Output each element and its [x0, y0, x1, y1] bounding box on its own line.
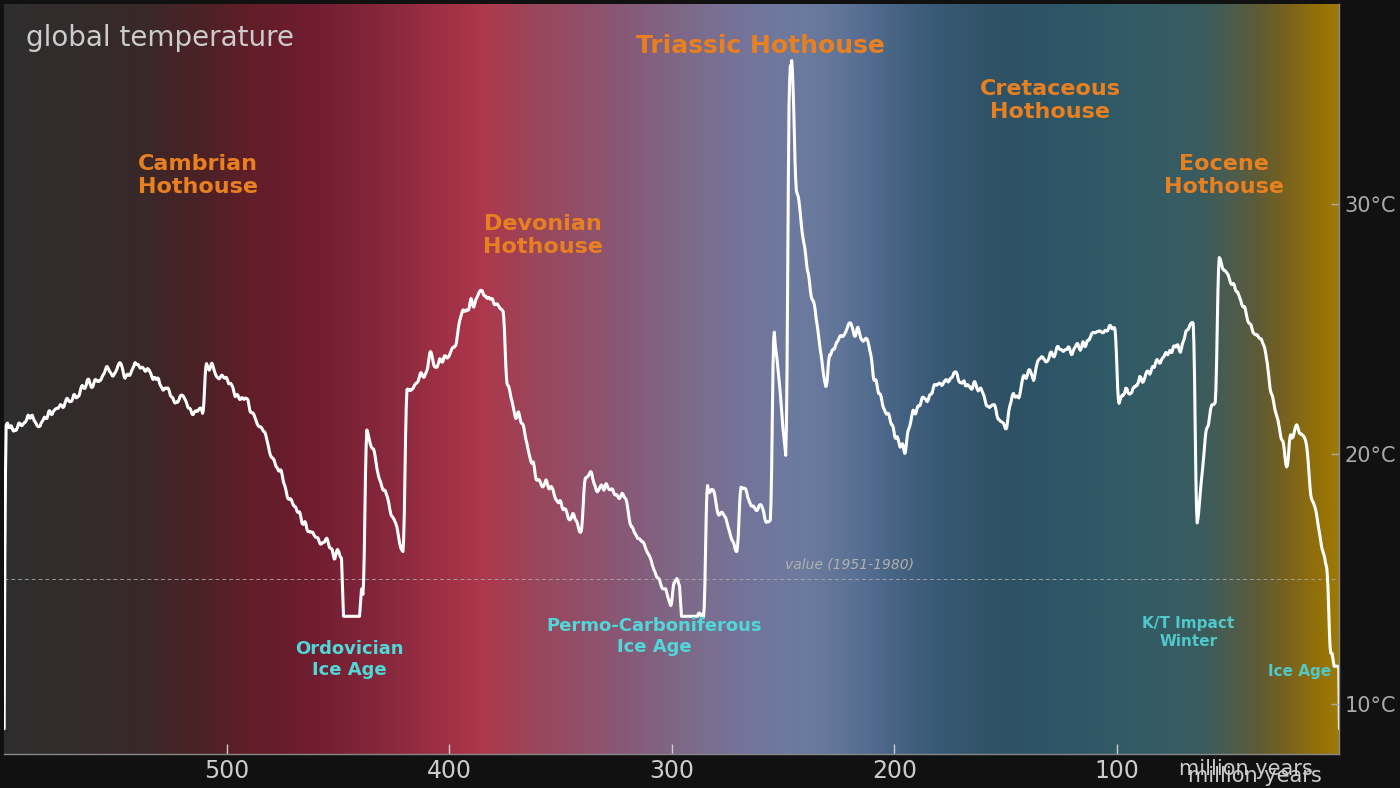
Text: Cretaceous
Hothouse: Cretaceous Hothouse: [980, 79, 1120, 122]
Text: Cambrian
Hothouse: Cambrian Hothouse: [137, 154, 258, 197]
Text: global temperature: global temperature: [27, 24, 294, 52]
Text: Triassic Hothouse: Triassic Hothouse: [637, 34, 885, 58]
Text: Eocene
Hothouse: Eocene Hothouse: [1163, 154, 1284, 197]
Text: million years: million years: [1179, 759, 1313, 779]
Text: K/T Impact
Winter: K/T Impact Winter: [1142, 616, 1235, 649]
Text: Permo-Carboniferous
Ice Age: Permo-Carboniferous Ice Age: [546, 618, 762, 656]
Text: Ordovician
Ice Age: Ordovician Ice Age: [295, 640, 403, 678]
Text: Ice Age: Ice Age: [1268, 663, 1331, 678]
Text: Devonian
Hothouse: Devonian Hothouse: [483, 214, 602, 257]
Text: value (1951-1980): value (1951-1980): [785, 557, 914, 571]
Text: million years: million years: [1189, 766, 1322, 786]
